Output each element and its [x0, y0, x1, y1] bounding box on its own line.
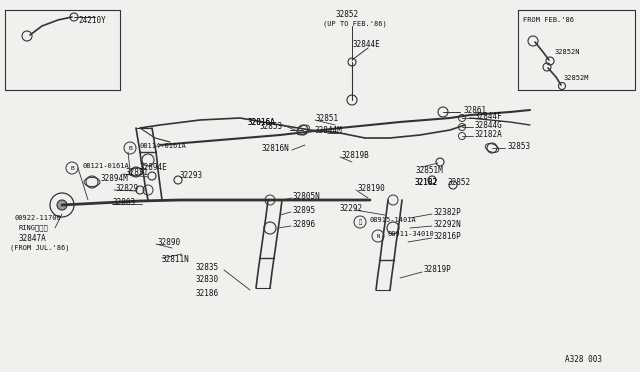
Text: 32853: 32853 [508, 141, 531, 151]
Text: 32844E: 32844E [353, 39, 381, 48]
Text: 32816A: 32816A [248, 118, 276, 126]
Text: 08911-34010: 08911-34010 [388, 231, 435, 237]
Text: B: B [70, 166, 74, 170]
Text: B: B [128, 145, 132, 151]
Text: 32851M: 32851M [416, 166, 444, 174]
Text: 32292N: 32292N [434, 219, 461, 228]
Text: 32102: 32102 [415, 177, 438, 186]
Circle shape [57, 200, 67, 210]
Text: 32830: 32830 [196, 276, 219, 285]
Text: 32844F: 32844F [475, 112, 503, 121]
Text: 08915-1401A: 08915-1401A [370, 217, 417, 223]
Text: N: N [376, 234, 380, 238]
Text: 32894E: 32894E [140, 163, 168, 171]
Text: 32829: 32829 [115, 183, 138, 192]
Text: 00922-11700: 00922-11700 [14, 215, 61, 221]
Text: 32847A: 32847A [18, 234, 45, 243]
Text: RINGリング: RINGリング [18, 225, 48, 231]
Text: 32811N: 32811N [162, 256, 189, 264]
Text: 32851: 32851 [316, 113, 339, 122]
Text: 32803: 32803 [112, 198, 135, 206]
Text: 32852: 32852 [336, 10, 359, 19]
Text: 32186: 32186 [196, 289, 219, 298]
Text: 32896: 32896 [293, 219, 316, 228]
Text: 24210Y: 24210Y [78, 16, 106, 25]
Text: 32805N: 32805N [293, 192, 321, 201]
Text: 32292: 32292 [340, 203, 363, 212]
Text: 32852: 32852 [448, 177, 471, 186]
Text: 32844M: 32844M [315, 125, 343, 135]
Text: 32895: 32895 [293, 205, 316, 215]
Text: 32852N: 32852N [555, 49, 580, 55]
Text: 32853: 32853 [260, 122, 283, 131]
Text: 32819B: 32819B [342, 151, 370, 160]
Text: 08121-0161A: 08121-0161A [82, 163, 129, 169]
Text: 32844G: 32844G [475, 121, 503, 129]
Text: 32819P: 32819P [424, 266, 452, 275]
Text: 32016A: 32016A [248, 118, 276, 126]
Text: 328190: 328190 [358, 183, 386, 192]
Text: 08114-0161A: 08114-0161A [140, 143, 187, 149]
Text: (UP TO FEB.'86): (UP TO FEB.'86) [323, 21, 387, 27]
Text: 32831: 32831 [125, 167, 148, 176]
Text: 32816P: 32816P [434, 231, 461, 241]
Text: 32894M: 32894M [100, 173, 128, 183]
Text: (FROM JUL.'86): (FROM JUL.'86) [10, 245, 70, 251]
Text: 32816N: 32816N [262, 144, 290, 153]
Text: 32382P: 32382P [434, 208, 461, 217]
Text: 32182A: 32182A [475, 129, 503, 138]
Text: A328 003: A328 003 [565, 356, 602, 365]
Text: 32835: 32835 [196, 263, 219, 273]
Text: Ⓥ: Ⓥ [358, 219, 362, 225]
Text: 32293: 32293 [180, 170, 203, 180]
Text: 32852M: 32852M [564, 75, 589, 81]
Text: 32861: 32861 [464, 106, 487, 115]
Text: FROM FEB.'86: FROM FEB.'86 [523, 17, 574, 23]
Text: 32182: 32182 [415, 177, 438, 186]
Text: 32890: 32890 [157, 237, 180, 247]
